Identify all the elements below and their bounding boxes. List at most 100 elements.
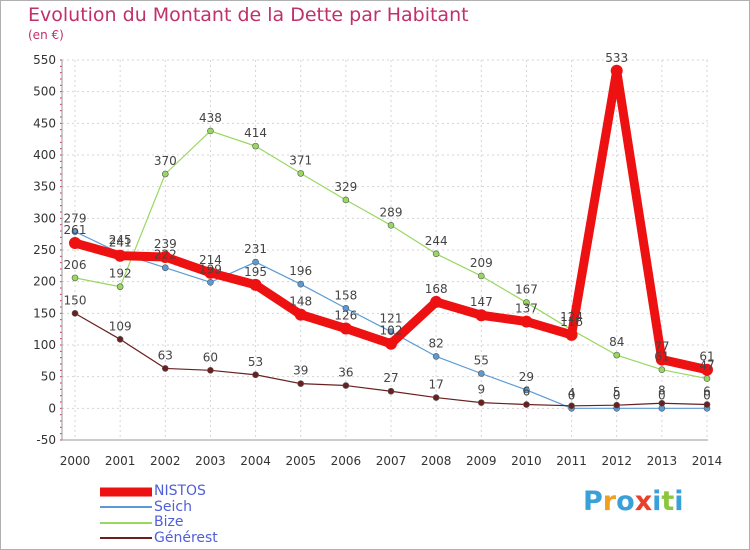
- data-point-seich: [342, 304, 350, 312]
- x-tick-label: 2001: [105, 454, 136, 468]
- legend-swatch-seich: [100, 506, 152, 509]
- data-point-nistos: [565, 328, 578, 341]
- data-label-seich: 222: [154, 248, 177, 262]
- data-point-nistos: [69, 237, 81, 250]
- y-tick-label: 500: [33, 85, 56, 99]
- legend-swatch-bize: [100, 521, 152, 524]
- x-tick-label: 2014: [692, 454, 723, 468]
- x-tick-label: 2000: [60, 454, 91, 468]
- data-label-bize: 124: [560, 310, 583, 324]
- y-tick-label: 450: [33, 116, 56, 130]
- data-point-nistos: [385, 337, 397, 350]
- legend: NISTOS Seich Bize Générest: [100, 483, 300, 546]
- data-point-gnrest: [207, 367, 214, 374]
- legend-item-bize: Bize: [100, 514, 300, 531]
- data-point-gnrest: [342, 382, 350, 389]
- y-tick-label: 400: [33, 148, 56, 162]
- data-label-bize: 438: [199, 111, 222, 125]
- y-tick-label: 350: [33, 180, 56, 194]
- data-point-bize: [161, 170, 169, 178]
- x-tick-label: 2006: [331, 454, 362, 468]
- data-point-bize: [613, 351, 621, 359]
- data-point-seich: [387, 328, 395, 336]
- y-tick-label: 100: [33, 338, 56, 352]
- y-tick-label: 250: [33, 243, 56, 257]
- data-label-seich: 82: [429, 336, 444, 350]
- data-label-gnrest: 9: [477, 383, 485, 397]
- data-point-bize: [432, 250, 440, 258]
- data-label-seich: 121: [380, 312, 403, 326]
- data-point-gnrest: [477, 399, 485, 406]
- data-label-seich: 196: [289, 264, 312, 278]
- logo-letter: r: [602, 486, 617, 517]
- chart-title: Evolution du Montant de la Dette par Hab…: [28, 4, 469, 26]
- data-point-nistos: [610, 64, 623, 77]
- logo-letter: P: [583, 486, 603, 517]
- data-point-nistos: [701, 363, 713, 376]
- data-label-gnrest: 63: [158, 348, 173, 362]
- data-point-gnrest: [297, 380, 305, 387]
- data-point-seich: [161, 264, 169, 272]
- data-label-gnrest: 6: [703, 385, 711, 399]
- data-label-gnrest: 5: [613, 385, 621, 399]
- data-point-bize: [116, 283, 124, 291]
- data-point-seich: [252, 258, 259, 266]
- data-point-gnrest: [161, 365, 169, 372]
- data-label-nistos: 239: [154, 237, 177, 251]
- data-label-bize: 244: [425, 234, 448, 248]
- x-tick-label: 2002: [150, 454, 181, 468]
- data-label-gnrest: 36: [338, 366, 353, 380]
- data-label-seich: 199: [199, 262, 222, 276]
- data-point-seich: [297, 280, 305, 288]
- data-label-bize: 209: [470, 256, 493, 270]
- y-tick-label: -50: [36, 433, 56, 447]
- y-tick-label: 50: [41, 370, 56, 384]
- data-label-nistos: 533: [605, 51, 628, 65]
- data-point-seich: [523, 386, 530, 394]
- data-point-nistos: [294, 308, 307, 321]
- x-tick-label: 2004: [240, 454, 271, 468]
- data-label-nistos: 195: [244, 265, 267, 279]
- data-point-gnrest: [568, 402, 575, 410]
- data-label-gnrest: 60: [203, 350, 218, 364]
- x-tick-label: 2013: [647, 454, 678, 468]
- data-point-nistos: [520, 315, 533, 328]
- x-tick-label: 2008: [421, 454, 452, 468]
- data-point-bize: [342, 196, 350, 204]
- proxiti-logo: Proxiti: [583, 486, 684, 517]
- data-point-bize: [387, 222, 395, 229]
- legend-item-nistos: NISTOS: [100, 483, 300, 500]
- data-label-bize: 329: [334, 180, 357, 194]
- data-point-seich: [207, 278, 214, 286]
- data-point-gnrest: [613, 401, 621, 409]
- legend-swatch-nistos: [100, 487, 152, 497]
- y-tick-label: 300: [33, 211, 56, 225]
- x-tick-label: 2007: [376, 454, 407, 468]
- data-label-nistos: 261: [64, 223, 87, 237]
- data-point-nistos: [249, 278, 262, 291]
- data-point-bize: [207, 127, 214, 135]
- data-point-gnrest: [658, 399, 666, 407]
- x-tick-label: 2003: [195, 454, 226, 468]
- data-label-nistos: 148: [289, 295, 312, 309]
- logo-letter: i: [652, 486, 662, 517]
- data-label-nistos: 137: [515, 302, 538, 316]
- legend-swatch-generest: [100, 537, 152, 540]
- data-label-nistos: 168: [425, 282, 448, 296]
- data-label-nistos: 126: [334, 309, 357, 323]
- data-point-bize: [703, 375, 711, 382]
- plot-area: [62, 60, 708, 440]
- data-label-nistos: 116: [560, 315, 583, 329]
- legend-label-bize: Bize: [154, 514, 184, 530]
- data-label-bize: 414: [244, 126, 267, 140]
- data-point-nistos: [114, 249, 127, 262]
- data-point-gnrest: [523, 401, 530, 408]
- data-label-nistos: 147: [470, 295, 493, 309]
- data-label-seich: 279: [64, 212, 87, 226]
- data-point-seich: [432, 353, 440, 360]
- x-tick-label: 2010: [511, 454, 542, 468]
- data-label-nistos: 241: [109, 236, 132, 250]
- data-point-gnrest: [116, 335, 124, 343]
- logo-letter: t: [661, 486, 675, 517]
- data-label-gnrest: 6: [523, 385, 531, 399]
